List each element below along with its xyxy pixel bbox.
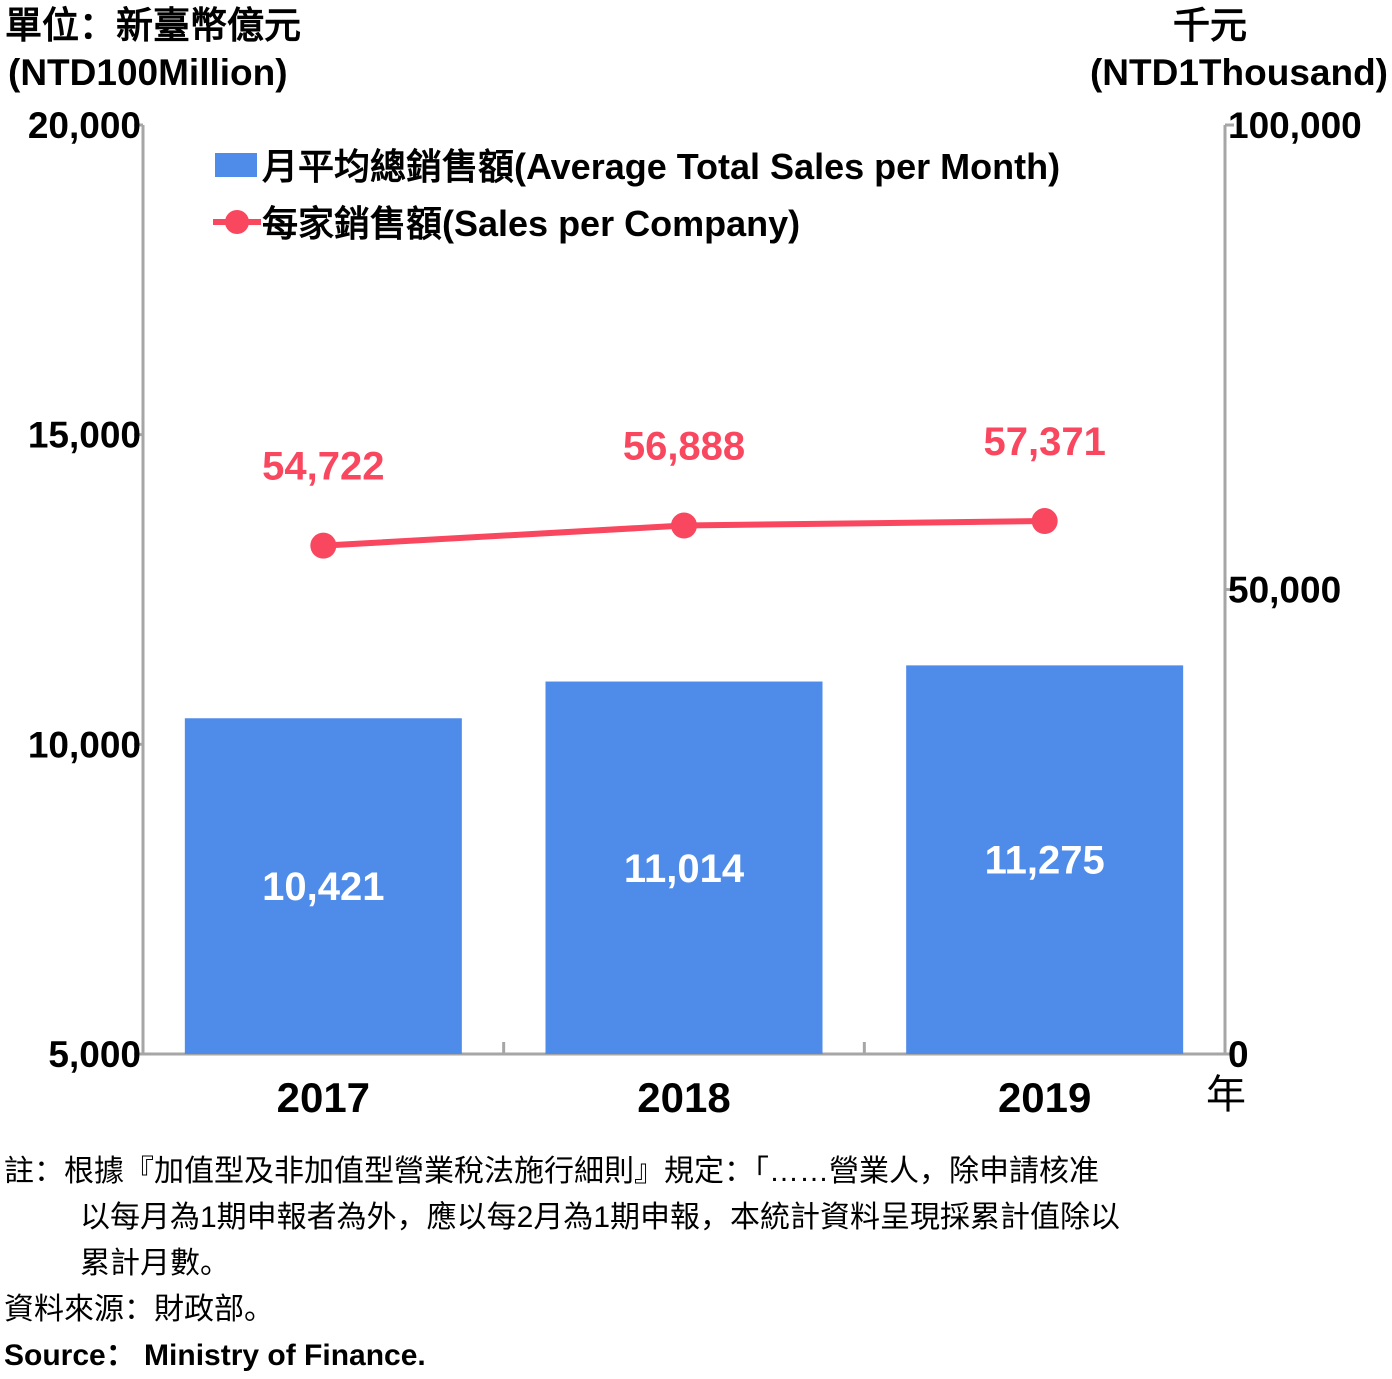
legend-bar-label: 月平均總銷售額(Average Total Sales per Month) xyxy=(262,146,1060,187)
x-tick-label: 2019 xyxy=(998,1074,1091,1121)
line-data-label: 57,371 xyxy=(983,420,1105,464)
line-point-2019 xyxy=(1031,508,1058,535)
x-tick-label: 2017 xyxy=(277,1074,370,1121)
x-tick-label: 2018 xyxy=(637,1074,730,1121)
left-tick-label: 15,000 xyxy=(28,415,141,456)
source-chinese: 資料來源：財政部。 xyxy=(4,1293,274,1326)
left-tick-label: 20,000 xyxy=(28,105,141,146)
footnote-line-3: 累計月數。 xyxy=(80,1247,230,1280)
left-axis-unit-zh: 單位：新臺幣億元 xyxy=(5,5,301,46)
line-point-2017 xyxy=(310,532,337,559)
bar-data-label: 10,421 xyxy=(262,865,384,909)
right-axis-unit-zh: 千元 xyxy=(1173,5,1247,46)
bar-2017 xyxy=(184,718,462,1054)
line-data-label: 56,888 xyxy=(623,425,745,469)
bar-2018 xyxy=(545,681,823,1054)
footnote-line-1: 註：根據『加值型及非加值型營業稅法施行細則』規定：「……營業人，除申請核准 xyxy=(4,1155,1099,1188)
bar-data-label: 11,014 xyxy=(624,847,745,891)
bar-2019 xyxy=(906,665,1184,1054)
combo-chart: 5,000 10,000 15,000 20,000 0 50,000 100,000 10,… xyxy=(5,5,1388,1121)
legend-line-label: 每家銷售額(Sales per Company) xyxy=(262,203,800,244)
left-tick-label: 5,000 xyxy=(48,1034,141,1075)
left-axis-unit-en: (NTD100Million) xyxy=(8,52,288,93)
x-axis-unit: 年 xyxy=(1206,1073,1246,1117)
right-axis-unit-en: (NTD1Thousand) xyxy=(1090,52,1388,93)
legend-bar-swatch xyxy=(215,153,257,177)
line-point-2018 xyxy=(671,512,697,539)
legend-line-marker xyxy=(225,210,249,234)
source-english: Source： Ministry of Finance. xyxy=(4,1339,426,1372)
right-tick-label: 0 xyxy=(1228,1034,1249,1075)
footnote-line-2: 以每月為1期申報者為外，應以每2月為1期申報，本統計資料呈現採累計值除以 xyxy=(80,1201,1121,1234)
left-tick-label: 10,000 xyxy=(28,724,141,765)
right-tick-label: 50,000 xyxy=(1228,570,1341,611)
right-tick-label: 100,000 xyxy=(1228,105,1362,146)
bar-data-label: 11,275 xyxy=(985,839,1105,883)
line-data-label: 54,722 xyxy=(262,445,384,489)
